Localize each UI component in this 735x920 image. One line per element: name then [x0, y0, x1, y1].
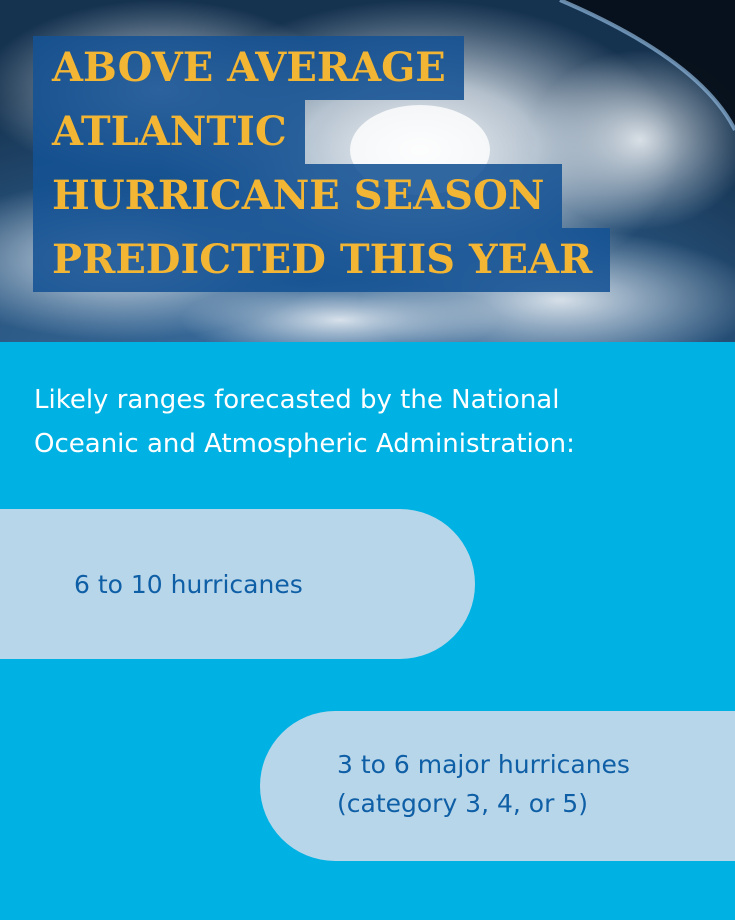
forecast-line: (category 3, 4, or 5) [337, 789, 588, 818]
headline: ABOVE AVERAGE ATLANTIC HURRICANE SEASON … [33, 36, 611, 292]
forecast-major-hurricanes-text: 3 to 6 major hurricanes (category 3, 4, … [337, 745, 717, 823]
intro-text: Likely ranges forecasted by the National… [34, 378, 714, 466]
intro-line: Likely ranges forecasted by the National [34, 385, 560, 415]
headline-line: HURRICANE SEASON [33, 164, 563, 228]
forecast-major-hurricanes-pill: 3 to 6 major hurricanes (category 3, 4, … [260, 711, 735, 861]
forecast-hurricanes-text: 6 to 10 hurricanes [74, 565, 303, 604]
forecast-hurricanes-pill: 6 to 10 hurricanes [0, 509, 475, 659]
forecast-line: 6 to 10 hurricanes [74, 570, 303, 599]
intro-line: Oceanic and Atmospheric Administration: [34, 429, 575, 459]
headline-line: ABOVE AVERAGE [33, 36, 464, 100]
headline-line: PREDICTED THIS YEAR [33, 228, 611, 292]
forecast-line: 3 to 6 major hurricanes [337, 750, 630, 779]
headline-line: ATLANTIC [33, 100, 305, 164]
